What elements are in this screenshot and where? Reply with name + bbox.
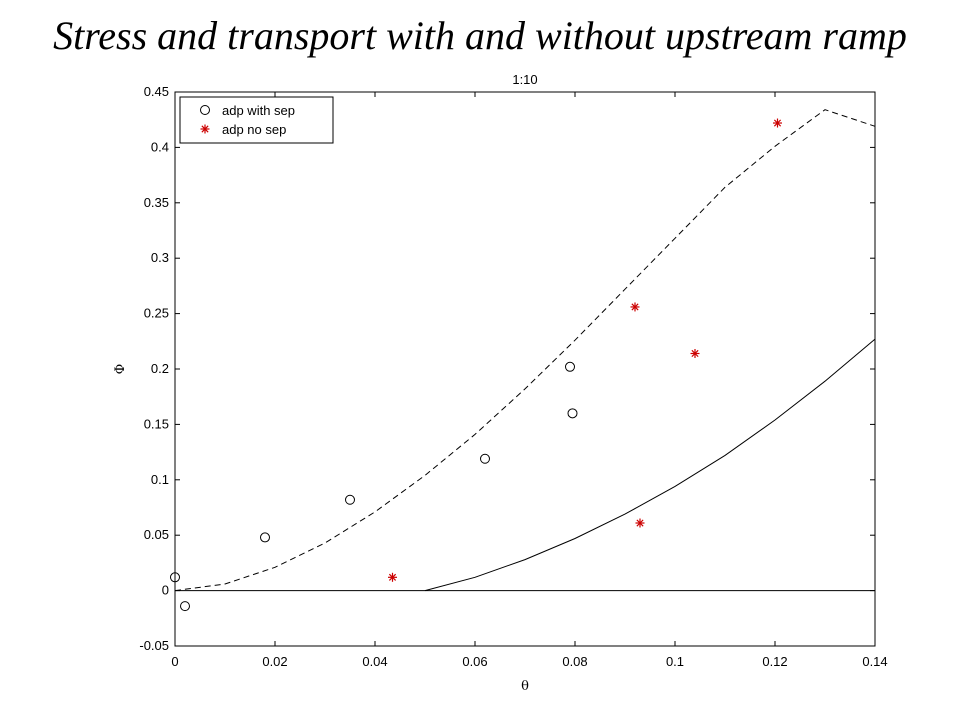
legend-marker-circle (200, 105, 210, 115)
x-tick-label: 0 (171, 654, 178, 669)
x-tick-label: 0.14 (862, 654, 887, 669)
y-tick-label: 0.3 (151, 250, 169, 265)
legend: adp with sep adp no sep (179, 96, 334, 144)
plot-area (174, 91, 876, 647)
data-point-star (635, 518, 645, 528)
x-tick-label: 0.02 (262, 654, 287, 669)
data-point-star (773, 118, 782, 128)
legend-marker-star (200, 124, 210, 134)
data-point-star (388, 572, 397, 582)
solid-curve (424, 338, 876, 592)
y-tick-label: 0.45 (144, 84, 169, 99)
dashed-curve (174, 109, 876, 592)
x-tick-label: 0.06 (462, 654, 487, 669)
data-point-circle (260, 532, 270, 543)
data-point-circle (170, 572, 180, 583)
y-tick-label: 0.25 (144, 306, 169, 321)
x-tick-label: 0.12 (762, 654, 787, 669)
y-tick-label: 0.35 (144, 195, 169, 210)
curves-layer (174, 109, 876, 592)
data-point-circle (480, 453, 490, 464)
data-point-circle (565, 361, 575, 372)
slide-title: Stress and transport with and without up… (53, 13, 907, 58)
data-point-star (630, 302, 640, 312)
y-tick-label: 0.2 (151, 361, 169, 376)
y-tick-label: 0 (162, 583, 169, 598)
data-point-circle (180, 601, 190, 612)
data-point-circle (567, 408, 578, 419)
chart-title: 1:10 (512, 72, 537, 87)
x-tick-label: 0.1 (666, 654, 684, 669)
data-point-circle (345, 494, 355, 505)
x-axis-label: θ (521, 679, 529, 694)
y-tick-label: 0.4 (151, 139, 169, 154)
y-axis-label: Φ (113, 364, 128, 375)
x-tick-label: 0.04 (362, 654, 387, 669)
y-tick-label: 0.1 (151, 472, 169, 487)
points-layer (170, 118, 782, 612)
y-tick-label: 0.15 (144, 416, 169, 431)
legend-box (179, 96, 334, 144)
data-point-star (690, 348, 700, 358)
x-tick-label: 0.08 (562, 654, 587, 669)
y-tick-label: -0.05 (139, 638, 169, 653)
ticks-layer: 0 0.02 0.04 0.06 0.08 0.1 0.12 0.14-0.0500.050.… (139, 84, 887, 669)
y-tick-label: 0.05 (144, 527, 169, 542)
legend-label: adp with sep (222, 103, 295, 118)
legend-label: adp no sep (222, 122, 286, 137)
